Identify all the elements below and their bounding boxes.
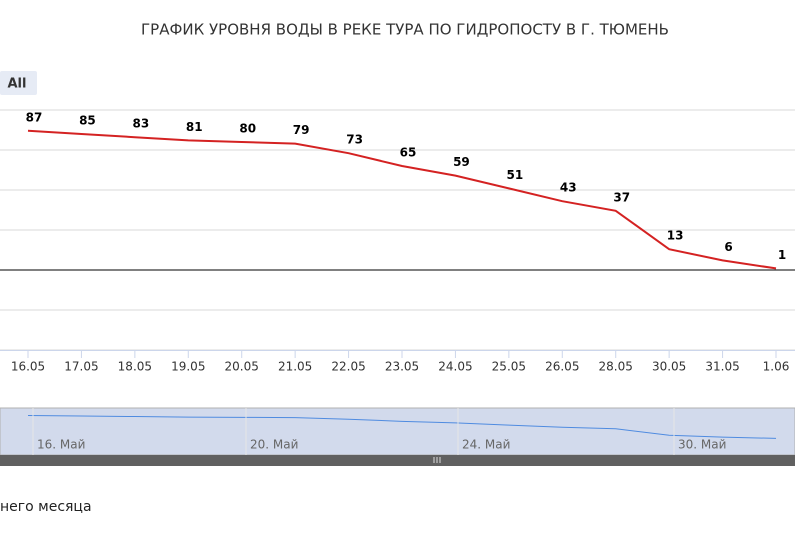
footer: него месяца [0,499,92,515]
data-label: 73 [346,133,363,147]
data-label: 1 [778,248,786,262]
x-tick-label: 24.05 [438,360,472,374]
x-tick-label: 28.05 [599,360,633,374]
x-tick-label: 1.06 [763,360,790,374]
x-tick-label: 23.05 [385,360,419,374]
data-label: 65 [400,146,417,160]
data-label: 85 [79,114,96,128]
data-label: 43 [560,181,577,195]
x-tick-label: 25.05 [492,360,526,374]
navigator-label: 16. Май [37,438,85,452]
data-label: 51 [507,168,524,182]
scrollbar-grip [433,457,441,463]
range-button[interactable]: All [8,77,27,92]
x-tick-label: 17.05 [64,360,98,374]
data-label: 81 [186,120,203,134]
navigator-mask[interactable] [0,407,795,456]
data-label: 6 [724,240,732,254]
x-tick-label: 16.05 [11,360,45,374]
x-tick-label: 19.05 [171,360,205,374]
x-tick-label: 20.05 [225,360,259,374]
chart-title: ГРАФИК УРОВНЯ ВОДЫ В РЕКЕ ТУРА ПО ГИДРОП… [141,21,669,39]
data-label: 83 [133,117,150,131]
scrollbar[interactable] [0,455,795,466]
x-tick-label: 22.05 [331,360,365,374]
data-label: 37 [613,190,630,204]
data-label: 59 [453,155,470,169]
data-label: 87 [26,110,43,124]
x-tick-label: 30.05 [652,360,686,374]
x-tick-label: 21.05 [278,360,312,374]
series-line [27,129,777,270]
data-label: 79 [293,123,310,137]
data-label: 80 [239,122,256,136]
range-button-bg[interactable] [0,71,37,95]
data-label: 13 [667,229,684,243]
navigator-label: 24. Май [462,438,510,452]
navigator-line [27,414,777,439]
x-tick-label: 18.05 [118,360,152,374]
navigator-label: 20. Май [250,438,298,452]
navigator-label: 30. Май [678,438,726,452]
x-tick-label: 31.05 [705,360,739,374]
x-tick-label: 26.05 [545,360,579,374]
